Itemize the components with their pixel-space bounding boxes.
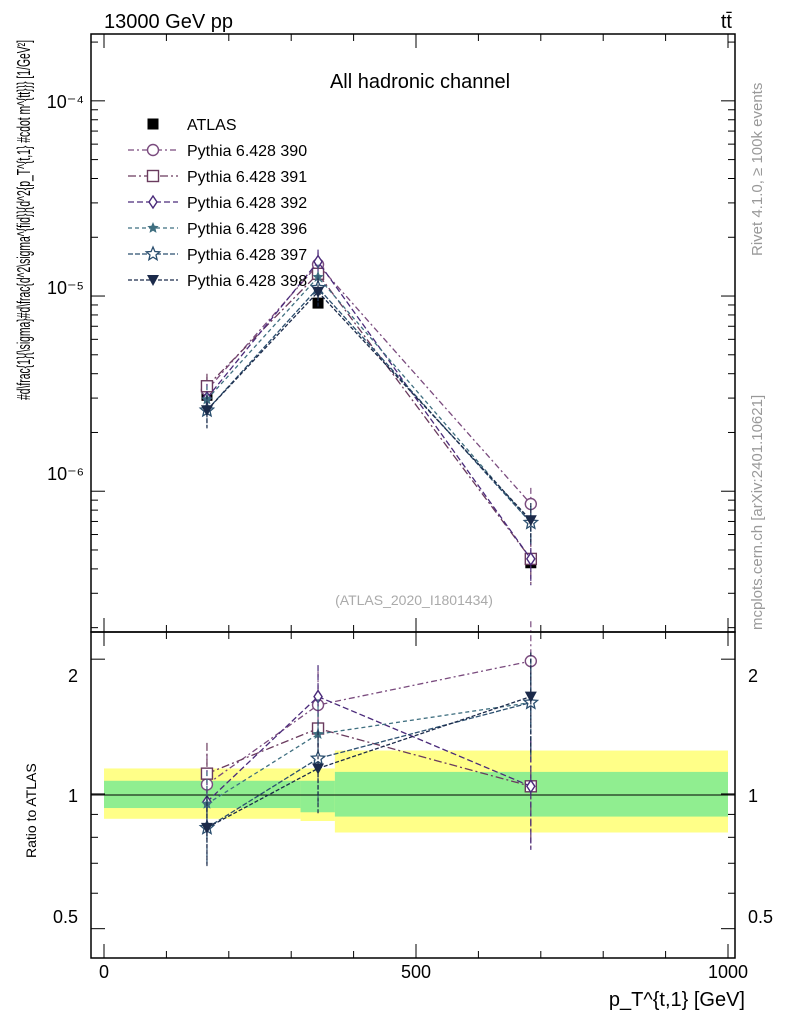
ratio-point <box>312 763 325 775</box>
y-tick-label-1e-5: 10⁻⁵ <box>47 278 84 298</box>
series-pythia-6-428-390 <box>200 252 538 524</box>
ratio-series-layer <box>198 621 540 867</box>
legend-label: Pythia 6.428 390 <box>187 143 307 160</box>
legend-item: Pythia 6.428 397 <box>128 245 307 264</box>
ratio-y-tick-05-right: 0.5 <box>748 907 773 927</box>
legend-label: Pythia 6.428 391 <box>187 169 307 186</box>
legend-marker <box>146 143 160 157</box>
legend-marker <box>146 169 160 183</box>
legend-item: Pythia 6.428 396 <box>128 221 307 238</box>
series-pythia-6-428-398 <box>200 278 537 542</box>
ratio-y-tick-05: 0.5 <box>53 907 78 927</box>
ratio-point <box>200 822 213 834</box>
legend: ATLAS Pythia 6.428 390 Pythia 6.428 391 Pyt… <box>128 117 307 290</box>
ratio-y-axis-label: Ratio to ATLAS <box>23 763 39 858</box>
ratio-series-pythia-6-428-398 <box>200 652 537 867</box>
legend-item: Pythia 6.428 392 <box>128 194 307 212</box>
x-tick-label-500: 500 <box>401 962 431 982</box>
main-panel: All hadronic channel (ATLAS_2020_I180143… <box>14 33 736 633</box>
legend-label: Pythia 6.428 396 <box>187 221 307 238</box>
rivet-note: Rivet 4.1.0, ≥ 100k events <box>749 83 766 256</box>
series-line <box>206 286 532 524</box>
ratio-point <box>524 691 537 703</box>
ratio-axis-ticks <box>91 632 735 958</box>
legend-item: Pythia 6.428 391 <box>128 169 307 186</box>
main-y-axis-label: #d\frac{1}{\sigma}#d\frac{d^2\sigma^{fid… <box>14 40 35 400</box>
legend-marker <box>147 222 159 233</box>
ratio-uncertainty-bands <box>104 750 728 833</box>
legend-marker <box>147 118 159 130</box>
series-line <box>206 263 532 505</box>
series-line <box>206 272 532 560</box>
data-point <box>312 286 325 298</box>
legend-label: ATLAS <box>187 117 237 134</box>
main-title: All hadronic channel <box>330 71 510 93</box>
ratio-y-tick-2-right: 2 <box>748 666 758 686</box>
x-axis-label: p_T^{t,1} [GeV] <box>609 989 745 1011</box>
main-series-layer <box>198 249 540 586</box>
legend-marker <box>144 245 162 262</box>
legend-marker <box>147 275 159 286</box>
ratio-panel: 2 1 0.5 2 1 0.5 Ratio to ATLAS 0 500 100… <box>23 621 773 1011</box>
green-band <box>334 771 728 817</box>
series-line <box>206 276 532 524</box>
ratio-y-tick-2: 2 <box>68 666 78 686</box>
legend-marker <box>148 194 158 210</box>
data-point <box>525 551 536 567</box>
data-point <box>200 405 213 417</box>
x-tick-label-0: 0 <box>99 962 109 982</box>
legend-label: Pythia 6.428 392 <box>187 195 307 212</box>
legend-label: Pythia 6.428 397 <box>187 247 307 264</box>
watermark: (ATLAS_2020_I1801434) <box>335 592 493 608</box>
y-tick-label-1e-4: 10⁻⁴ <box>47 92 84 112</box>
y-tick-label-1e-6: 10⁻⁶ <box>47 464 84 484</box>
legend-item: Pythia 6.428 398 <box>128 273 307 290</box>
data-point <box>524 515 537 527</box>
series-line <box>206 260 532 560</box>
ratio-point <box>525 779 536 794</box>
x-tick-label-1000: 1000 <box>708 962 748 982</box>
process-label: tt̄ <box>721 11 733 33</box>
series-line <box>206 290 532 521</box>
main-axis-ticks <box>91 34 735 632</box>
ratio-y-tick-1-right: 1 <box>748 786 758 806</box>
series-pythia-6-428-396 <box>201 264 537 544</box>
legend-item: Pythia 6.428 390 <box>128 143 307 160</box>
mcplots-note: mcplots.cern.ch [arXiv:2401.10621] <box>749 395 766 630</box>
series-pythia-6-428-397 <box>198 275 540 544</box>
legend-label: Pythia 6.428 398 <box>187 273 307 290</box>
ratio-y-tick-1: 1 <box>68 786 78 806</box>
legend-item: ATLAS <box>147 117 237 134</box>
ratio-line <box>206 701 531 805</box>
series-pythia-6-428-392 <box>202 249 536 586</box>
series-atlas <box>201 297 537 569</box>
ratio-frame <box>90 631 736 959</box>
series-pythia-6-428-391 <box>200 261 538 586</box>
energy-label: 13000 GeV pp <box>104 11 233 33</box>
